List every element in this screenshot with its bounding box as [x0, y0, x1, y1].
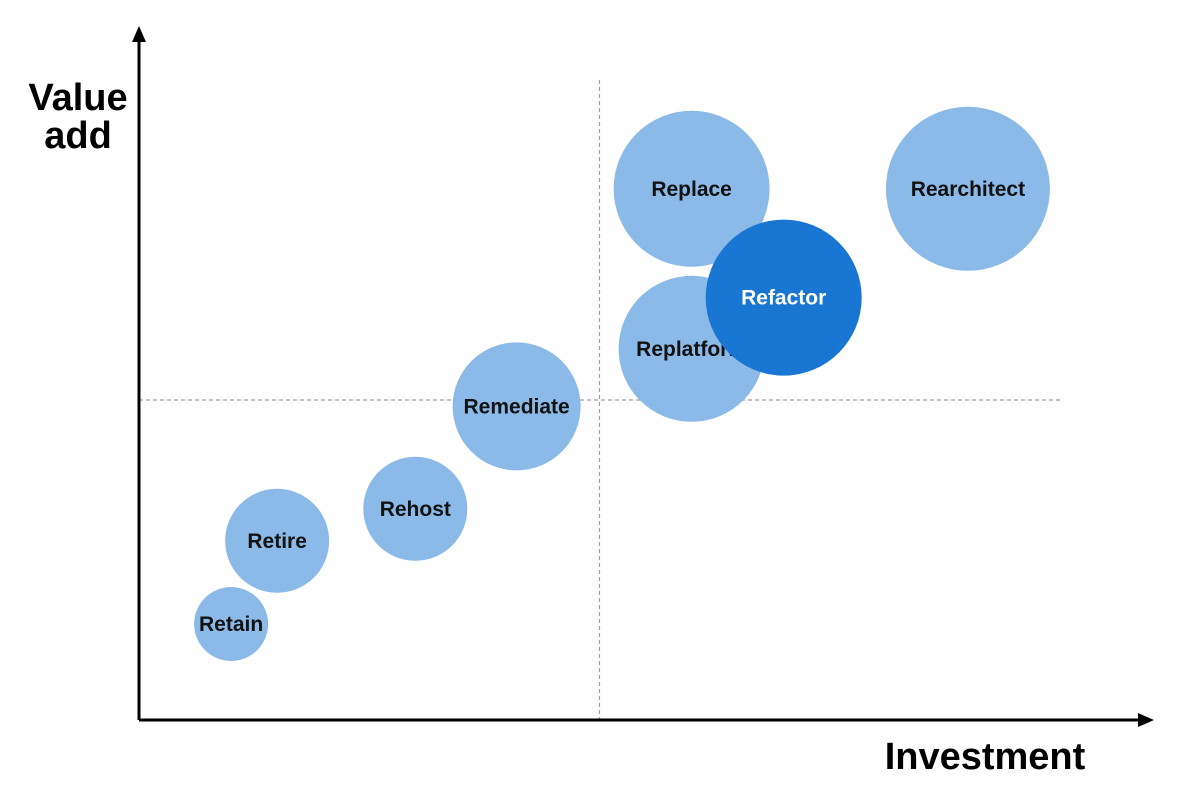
quadrant-dividers	[139, 80, 1060, 720]
bubble-rehost: Rehost	[363, 456, 468, 561]
bubble-circle-replace	[613, 110, 770, 267]
bubble-label-retire: Retire	[247, 530, 307, 553]
bubble-circle-remediate	[452, 342, 581, 471]
bubble-remediate: Remediate	[452, 342, 581, 471]
bubble-label-rearchitect: Rearchitect	[911, 178, 1025, 201]
bubble-circle-retire	[225, 488, 330, 593]
bubble-label-replatform: Replatform	[636, 338, 747, 361]
bubble-retain: Retain	[194, 587, 269, 661]
y-axis-arrow-icon	[132, 26, 146, 42]
bubble-circle-rearchitect	[885, 106, 1050, 271]
bubble-refactor: Refactor	[705, 219, 862, 376]
bubble-circle-refactor	[705, 219, 862, 376]
y-axis-title-line-2: add	[44, 115, 112, 157]
bubble-replace: Replace	[613, 110, 770, 267]
bubble-group: Retain Retire Rehost Remediate Replatform Rep…	[194, 106, 1050, 661]
x-axis-title: Investment	[885, 736, 1086, 778]
bubble-label-rehost: Rehost	[380, 498, 451, 521]
bubble-retire: Retire	[225, 488, 330, 593]
bubble-label-refactor: Refactor	[741, 287, 826, 310]
axes	[132, 26, 1154, 727]
bubble-label-replace: Replace	[651, 178, 732, 201]
y-axis-title-line-1: Value	[28, 77, 127, 119]
bubble-circle-rehost	[363, 456, 468, 561]
bubble-label-remediate: Remediate	[464, 395, 570, 418]
bubble-circle-retain	[194, 587, 269, 661]
bubble-rearchitect: Rearchitect	[885, 106, 1050, 271]
bubble-label-retain: Retain	[199, 613, 263, 636]
x-axis-arrow-icon	[1138, 713, 1154, 727]
